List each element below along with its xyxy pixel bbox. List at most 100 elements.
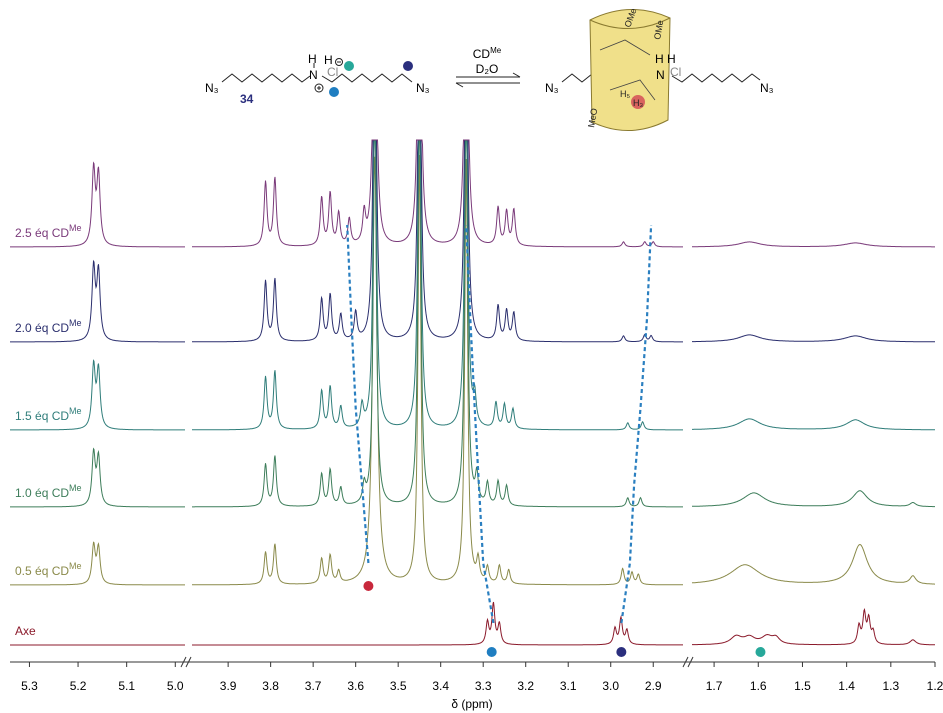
x-tick-label: 2.9 <box>645 679 662 693</box>
atom: H <box>324 53 333 67</box>
legend-label: 1.5 éq CDMe <box>15 406 82 423</box>
x-tick-label: 3.0 <box>602 679 619 693</box>
x-tick-label: 1.2 <box>927 679 943 693</box>
atom: H <box>655 52 664 66</box>
shift-guide <box>620 224 653 624</box>
x-axis-label: δ (ppm) <box>451 697 492 711</box>
x-tick-label: 1.3 <box>882 679 899 693</box>
spectrum <box>10 359 185 431</box>
x-tick-label: 5.0 <box>167 679 184 693</box>
atom: H <box>308 52 317 66</box>
legend-name: Axe <box>15 624 36 638</box>
spectrum <box>192 139 683 343</box>
break <box>682 656 689 668</box>
arrow <box>512 72 521 78</box>
x-tick-label: 1.6 <box>750 679 767 693</box>
chain <box>321 73 413 83</box>
assignment-dot <box>755 647 766 657</box>
cyclodextrin-rim <box>589 17 671 29</box>
x-tick-label: 3.5 <box>390 679 407 693</box>
atom: N <box>309 68 318 82</box>
x-tick-label: 3.9 <box>220 679 237 693</box>
spectrum <box>692 490 935 508</box>
spectrum <box>10 447 185 508</box>
arrows <box>455 72 521 88</box>
spectrum <box>192 154 683 586</box>
spectrum <box>192 601 683 646</box>
assignment-dot <box>486 647 497 657</box>
spectrum <box>10 161 185 248</box>
compound-number: 34 <box>240 92 254 106</box>
legend-label: 2.5 éq CDMe <box>15 223 82 240</box>
x-tick-label: 1.7 <box>706 679 723 693</box>
charge <box>314 83 324 93</box>
legend-name: 0.5 éq CD <box>15 564 69 578</box>
cyclodextrin <box>589 9 671 131</box>
x-tick-label: 3.6 <box>347 679 364 693</box>
marker-dot <box>403 61 413 71</box>
glucose-unit <box>599 39 656 101</box>
spectrum <box>692 418 935 431</box>
legend-sup: Me <box>69 483 82 493</box>
spectrum <box>691 543 935 585</box>
marker-dot <box>329 87 339 97</box>
legend-sup: Me <box>69 406 82 416</box>
legend-label: 0.5 éq CDMe <box>15 561 82 578</box>
legend-name: 2.0 éq CD <box>15 321 69 335</box>
substituent: MeO <box>586 107 599 128</box>
x-tick-label: 5.1 <box>118 679 135 693</box>
spectrum <box>10 541 185 586</box>
x-tick-label: 3.4 <box>432 679 449 693</box>
proton: H₃ <box>633 98 643 108</box>
x-tick-label: 1.5 <box>794 679 811 693</box>
proton: H₅ <box>620 89 630 99</box>
legend-sup: Me <box>69 223 82 233</box>
assignment-dot <box>363 581 374 591</box>
azide: N₃ <box>205 81 219 95</box>
azide: N₃ <box>545 81 559 95</box>
x-tick-label: 3.3 <box>475 679 492 693</box>
reagent-sup: Me <box>490 46 502 55</box>
shift-guide <box>465 224 495 624</box>
x-tick-label: 3.2 <box>517 679 534 693</box>
spectrum <box>10 259 185 343</box>
spectrum <box>192 139 683 431</box>
chain <box>221 73 311 83</box>
legend-label: 1.0 éq CDMe <box>15 483 82 500</box>
legend-name: 2.5 éq CD <box>15 226 69 240</box>
assignment-dot <box>616 647 627 657</box>
scheme-left <box>221 58 413 93</box>
chain <box>671 73 761 83</box>
legend-name: 1.0 éq CD <box>15 486 69 500</box>
x-tick-label: 3.7 <box>305 679 322 693</box>
substituent: OMe <box>652 19 665 40</box>
proton-highlight <box>631 95 645 109</box>
break <box>687 656 694 668</box>
solvent: D₂O <box>476 62 499 76</box>
spectrum <box>192 139 683 248</box>
shift-guide <box>346 224 370 564</box>
counterion: Cl <box>670 65 681 79</box>
legend-label: 2.0 éq CDMe <box>15 318 82 335</box>
legend-sup: Me <box>69 318 82 328</box>
x-tick-label: 5.3 <box>21 679 38 693</box>
axis-breaks <box>180 656 694 668</box>
spectrum <box>692 608 935 646</box>
spectrum <box>192 139 683 508</box>
spectrum <box>692 241 935 248</box>
marker-dot <box>344 61 354 71</box>
legend-name: 1.5 éq CD <box>15 409 69 423</box>
reagent: CDMe <box>473 46 502 61</box>
x-tick-label: 3.1 <box>560 679 577 693</box>
legend-label: Axe <box>15 624 36 638</box>
reagent-text: CD <box>473 47 491 61</box>
charge <box>335 58 343 66</box>
legend-sup: Me <box>69 561 82 571</box>
x-tick-label: 3.8 <box>262 679 279 693</box>
counterion: Cl <box>327 65 338 79</box>
break <box>180 656 187 668</box>
x-tick-label: 1.4 <box>838 679 855 693</box>
x-tick-label: 5.2 <box>70 679 87 693</box>
azide: N₃ <box>760 81 774 95</box>
